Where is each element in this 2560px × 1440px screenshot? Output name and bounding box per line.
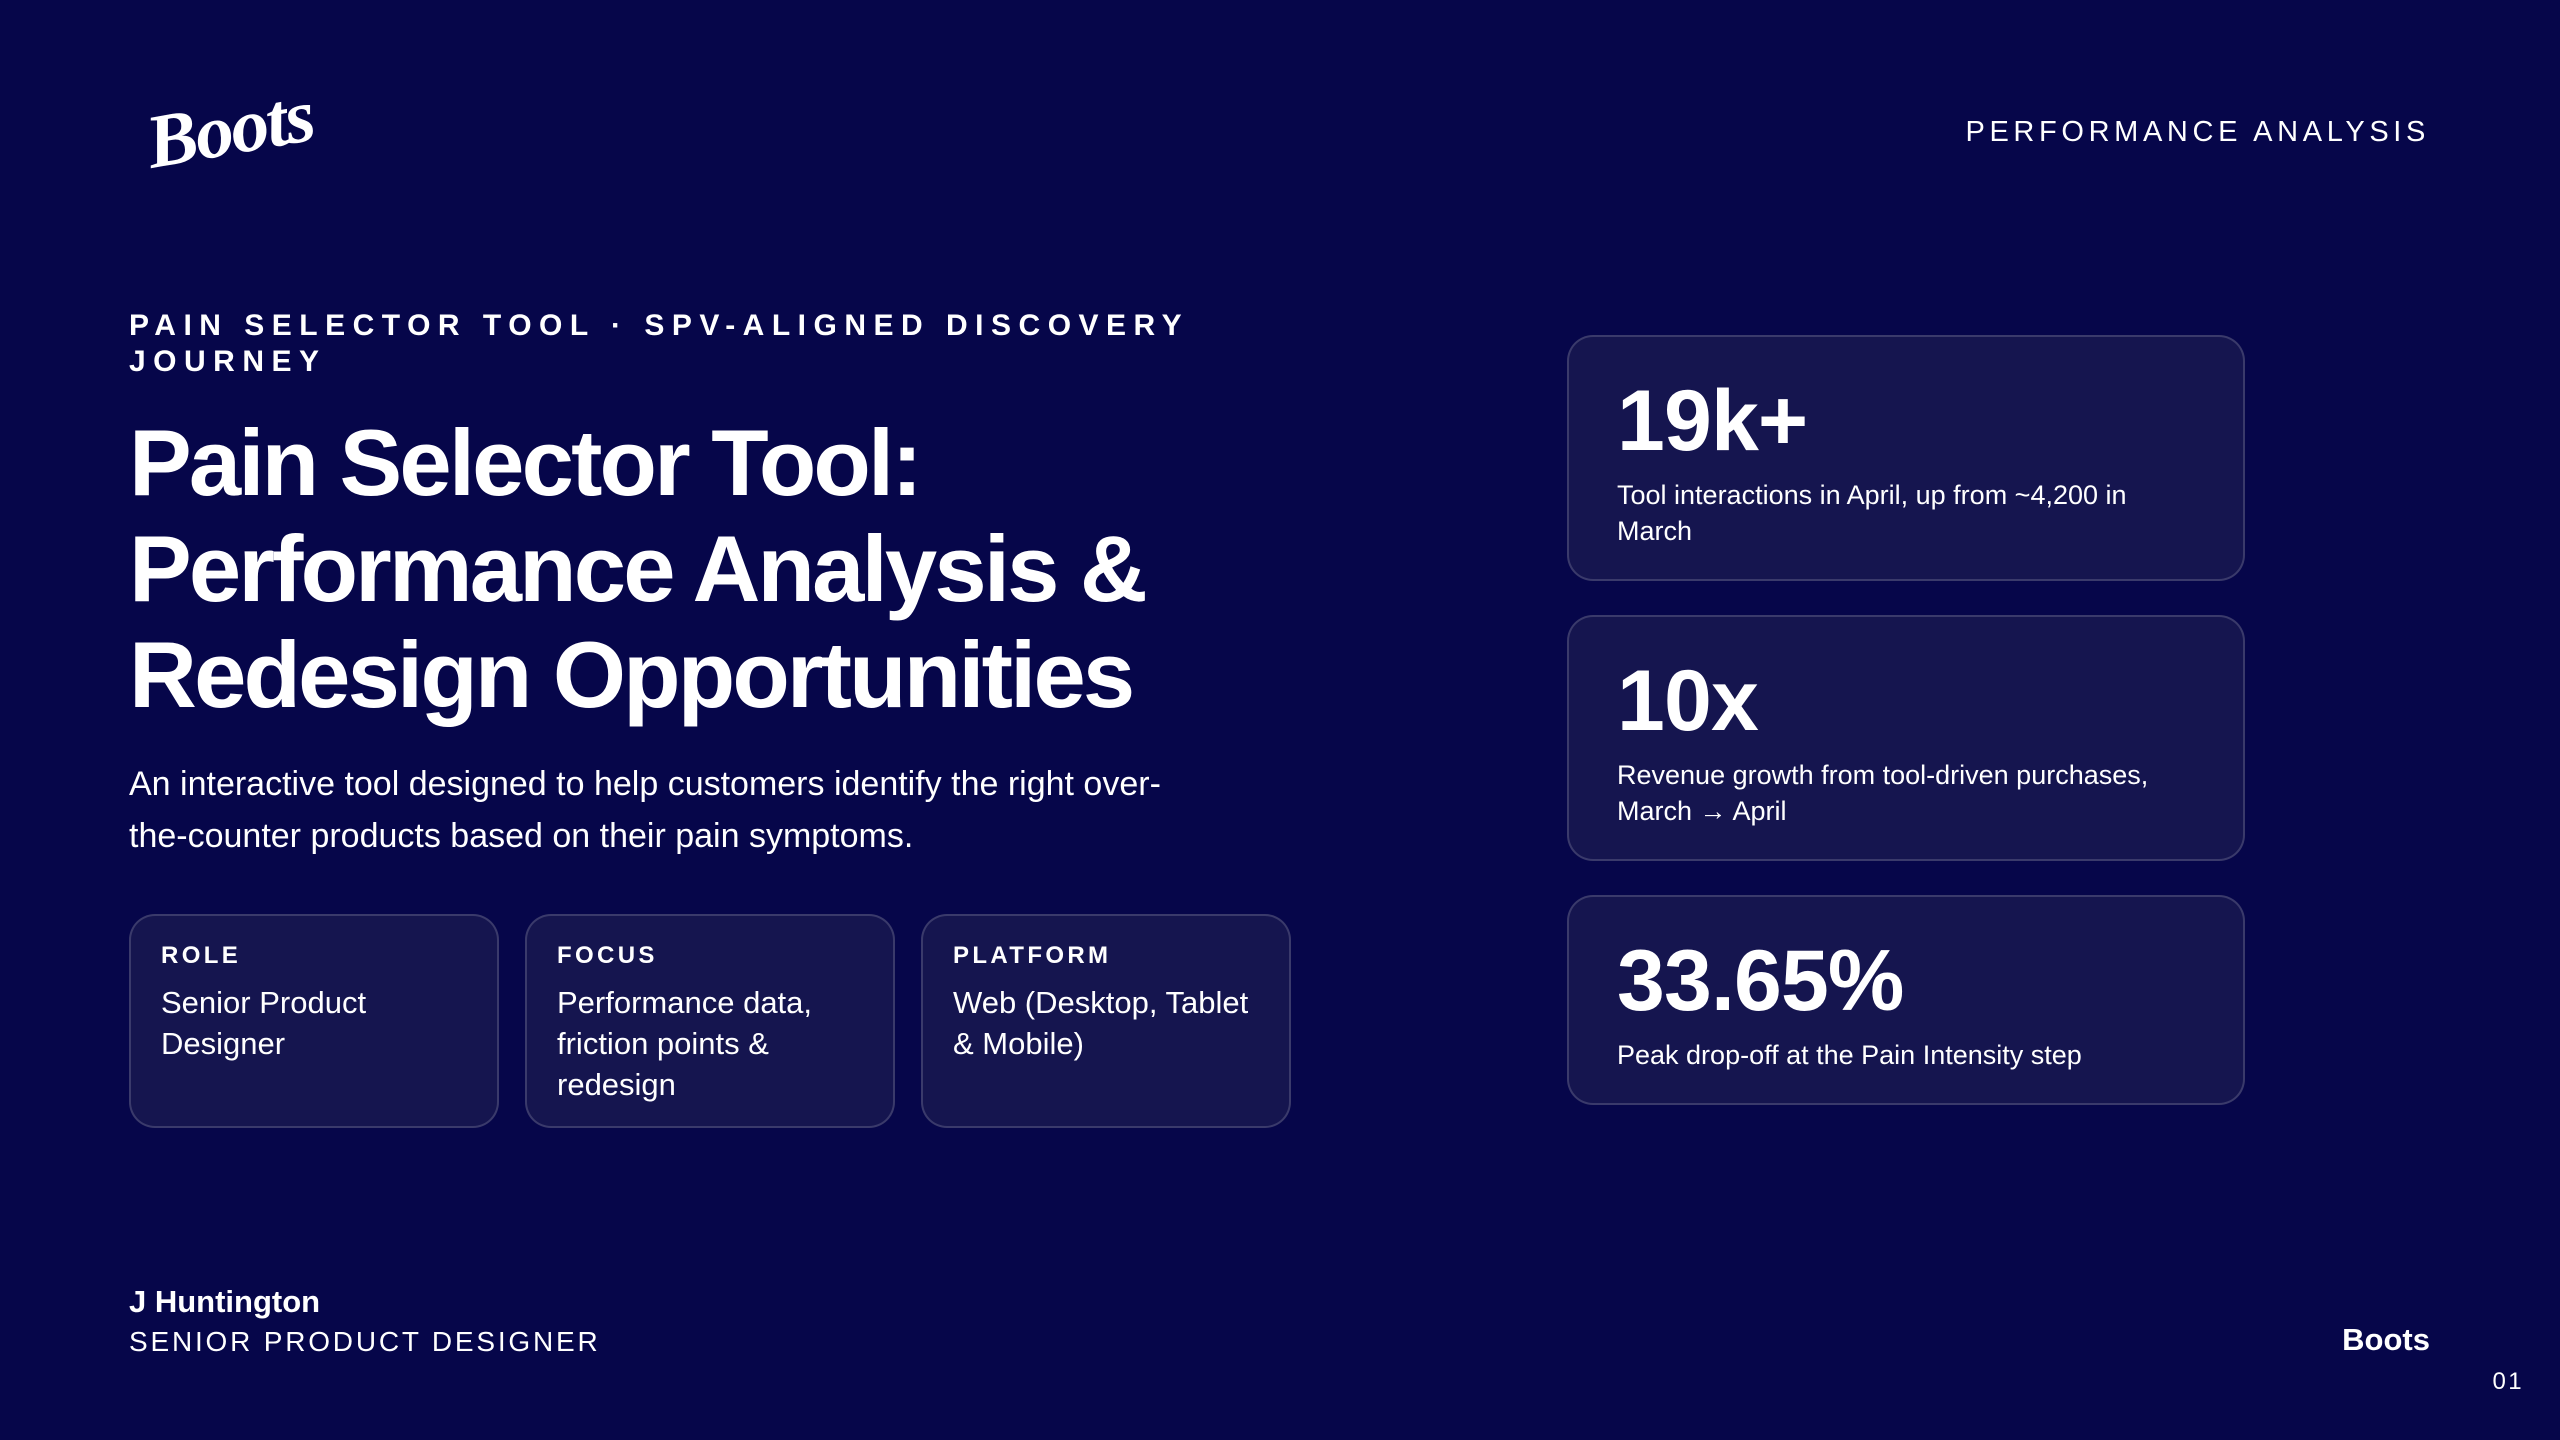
author-name: J Huntington [129,1284,321,1319]
stat-text: Revenue growth from tool-driven purchase… [1617,760,2149,826]
info-value: Web (Desktop, Tablet & Mobile) [953,985,1249,1061]
info-card: PLATFORM Web (Desktop, Tablet & Mobile) [921,914,1291,1128]
title: Pain Selector Tool: Performance Analysis… [129,410,1148,728]
title-line: Performance Analysis & [129,516,1148,621]
stat-card: 19k+ Tool interactions in April, up from… [1567,335,2245,581]
info-value: Senior Product Designer [161,985,367,1061]
stat-figure: 19k+ [1617,373,1808,469]
section-label: PERFORMANCE ANALYSIS [1965,116,2430,148]
title-line: Pain Selector Tool: [129,410,923,515]
info-label: FOCUS [557,942,658,969]
stat-figure: 10x [1617,653,1759,749]
stat-text: Peak drop-off at the Pain Intensity step [1617,1040,2082,1070]
info-card: FOCUS Performance data, friction points … [525,914,895,1128]
brand: Boots [2342,1322,2430,1357]
logo: Boots [139,73,320,185]
description: An interactive tool designed to help cus… [129,765,1161,855]
info-card: ROLE Senior Product Designer [129,914,499,1128]
stat-card: 33.65% Peak drop-off at the Pain Intensi… [1567,895,2245,1105]
info-label: PLATFORM [953,942,1112,969]
stat-text: Tool interactions in April, up from ~4,2… [1617,480,2127,546]
author-role: SENIOR PRODUCT DESIGNER [129,1326,601,1357]
info-value: Performance data, friction points & rede… [557,985,813,1102]
stat-figure: 33.65% [1617,933,1904,1029]
eyebrow: PAIN SELECTOR TOOL · SPV-ALIGNED DISCOVE… [129,309,1189,378]
title-line: Redesign Opportunities [129,622,1135,727]
page-number: 01 [2492,1368,2524,1395]
stat-card: 10x Revenue growth from tool-driven purc… [1567,615,2245,861]
info-label: ROLE [161,942,242,969]
